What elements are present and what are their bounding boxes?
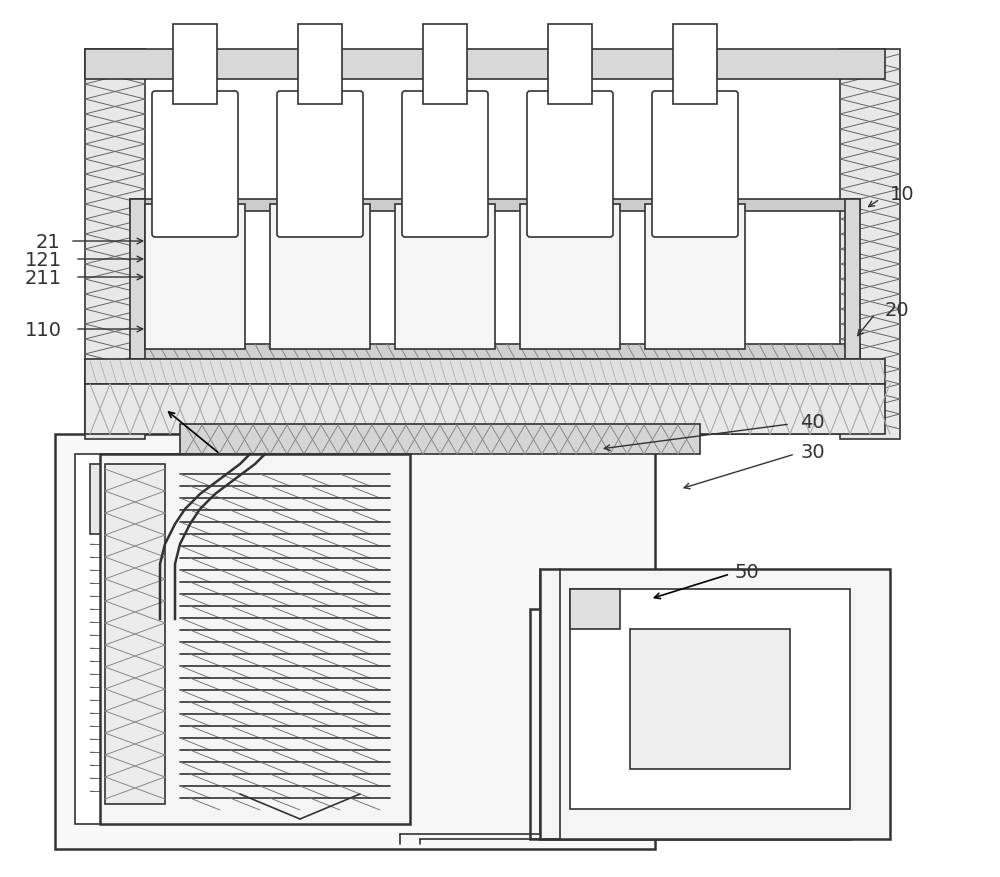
Text: 10: 10 <box>890 185 915 204</box>
Bar <box>620 660 740 769</box>
FancyBboxPatch shape <box>402 92 488 238</box>
Bar <box>85 380 885 434</box>
Bar <box>85 384 885 434</box>
Bar <box>520 204 620 350</box>
Text: 110: 110 <box>25 320 62 339</box>
FancyBboxPatch shape <box>152 92 238 238</box>
Bar <box>570 589 850 809</box>
Bar <box>100 454 410 824</box>
Bar <box>840 50 900 439</box>
Text: 211: 211 <box>25 268 62 287</box>
Text: 121: 121 <box>25 250 62 269</box>
Bar <box>130 200 860 211</box>
Bar <box>530 610 850 839</box>
FancyBboxPatch shape <box>527 92 613 238</box>
Text: 30: 30 <box>800 442 825 461</box>
Bar <box>55 434 655 849</box>
Bar <box>75 454 235 824</box>
Bar <box>145 204 245 350</box>
Bar <box>173 25 217 105</box>
FancyBboxPatch shape <box>277 92 363 238</box>
Bar <box>270 204 370 350</box>
Bar <box>540 569 890 839</box>
Bar <box>630 630 790 769</box>
Bar <box>180 424 700 454</box>
Bar <box>298 25 342 105</box>
Bar <box>548 25 592 105</box>
Bar <box>570 589 620 630</box>
Text: 40: 40 <box>800 412 825 431</box>
Bar <box>130 200 145 360</box>
Text: 20: 20 <box>885 300 910 319</box>
Bar <box>560 639 800 799</box>
Bar <box>673 25 717 105</box>
Bar <box>90 465 210 534</box>
Bar <box>395 204 495 350</box>
Bar <box>423 25 467 105</box>
FancyBboxPatch shape <box>652 92 738 238</box>
Text: 50: 50 <box>735 562 760 581</box>
Bar <box>85 50 145 439</box>
Bar <box>845 200 860 360</box>
Bar <box>85 50 885 80</box>
Bar <box>130 345 860 360</box>
Bar <box>645 204 745 350</box>
Bar <box>85 360 885 384</box>
Text: 21: 21 <box>35 232 60 251</box>
Bar <box>105 465 165 804</box>
